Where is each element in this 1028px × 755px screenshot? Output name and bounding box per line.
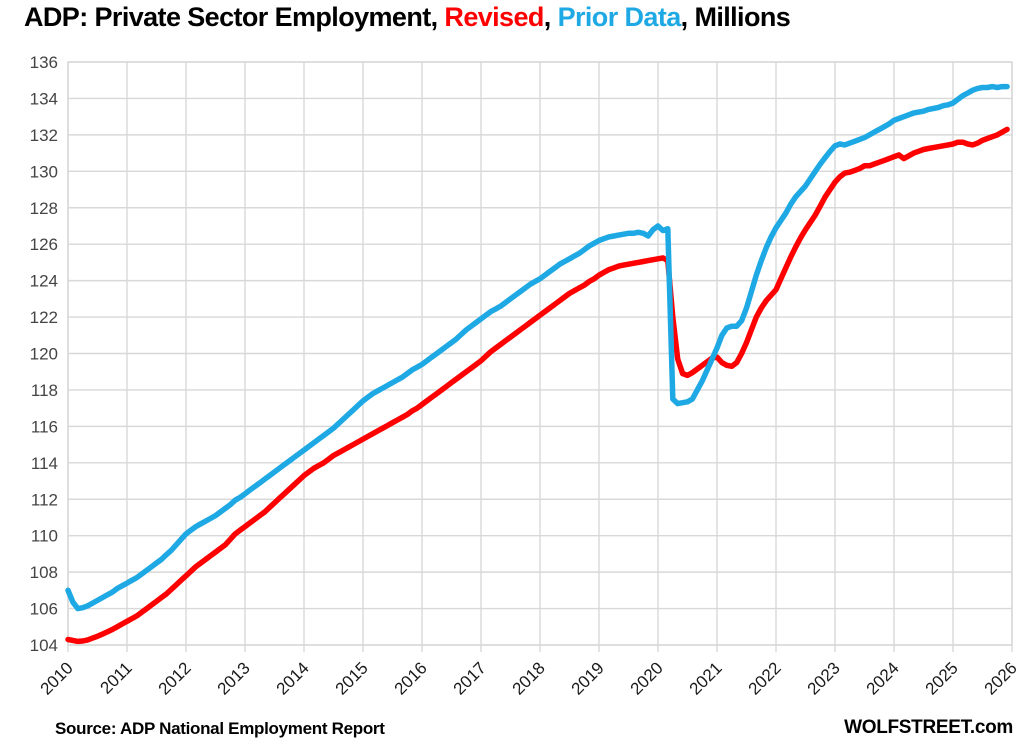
svg-text:112: 112: [31, 490, 58, 509]
svg-text:124: 124: [30, 272, 58, 291]
svg-text:2018: 2018: [509, 658, 549, 698]
employment-line-chart: 104 106 108 110 112 114 116 118 120 122 124 126 128 1…: [30, 53, 1021, 699]
svg-text:120: 120: [30, 345, 58, 364]
title-prior-legend: Prior Data: [557, 2, 682, 32]
svg-text:2020: 2020: [627, 658, 667, 698]
svg-text:130: 130: [30, 162, 58, 181]
title-revised-legend: Revised: [444, 2, 544, 32]
y-axis-tick-labels: 104 106 108 110 112 114 116 118 120 122 124 126 128 1…: [30, 53, 58, 655]
revised-line: [65, 126, 1010, 645]
title-units: , Millions: [680, 2, 791, 32]
svg-text:2022: 2022: [745, 658, 785, 698]
svg-text:118: 118: [31, 381, 58, 400]
svg-text:2015: 2015: [332, 658, 372, 698]
source-note: Source: ADP National Employment Report: [55, 719, 385, 738]
svg-text:2024: 2024: [863, 658, 903, 698]
svg-text:136: 136: [30, 53, 58, 72]
svg-text:110: 110: [31, 527, 58, 546]
svg-text:134: 134: [30, 89, 58, 108]
svg-text:2011: 2011: [97, 658, 136, 697]
x-axis-tick-labels: 2010 2011 2012 2013 2014 2015 2016 2017 2018 2019…: [37, 658, 1021, 698]
svg-text:2014: 2014: [273, 658, 313, 698]
site-credit: WOLFSTREET.com: [844, 717, 1013, 738]
prior-data-line: [65, 83, 1010, 612]
svg-text:2025: 2025: [922, 658, 962, 698]
title-comma: ,: [543, 2, 558, 32]
svg-text:132: 132: [30, 126, 58, 145]
svg-text:2013: 2013: [214, 658, 254, 698]
svg-text:2012: 2012: [155, 658, 195, 698]
svg-text:2023: 2023: [804, 658, 844, 698]
svg-text:2019: 2019: [568, 658, 608, 698]
gridlines: [67, 61, 1013, 652]
svg-text:104: 104: [30, 636, 58, 655]
chart-title: ADP: Private Sector Employment, Revised,…: [24, 2, 1014, 33]
svg-text:116: 116: [31, 417, 58, 436]
svg-text:2021: 2021: [686, 658, 726, 698]
title-main: ADP: Private Sector Employment,: [24, 2, 445, 32]
svg-text:2026: 2026: [981, 658, 1021, 698]
svg-text:108: 108: [30, 563, 58, 582]
svg-text:114: 114: [31, 454, 58, 473]
svg-text:126: 126: [30, 235, 58, 254]
svg-text:2017: 2017: [450, 658, 490, 698]
svg-text:2016: 2016: [391, 658, 431, 698]
svg-text:122: 122: [30, 308, 58, 327]
svg-text:2010: 2010: [37, 658, 77, 698]
svg-text:128: 128: [30, 199, 58, 218]
svg-text:106: 106: [30, 600, 58, 619]
